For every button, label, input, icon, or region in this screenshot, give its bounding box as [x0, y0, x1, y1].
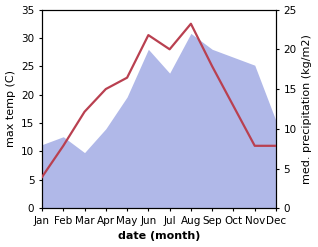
Y-axis label: max temp (C): max temp (C): [5, 70, 16, 147]
X-axis label: date (month): date (month): [118, 231, 200, 242]
Y-axis label: med. precipitation (kg/m2): med. precipitation (kg/m2): [302, 34, 313, 184]
